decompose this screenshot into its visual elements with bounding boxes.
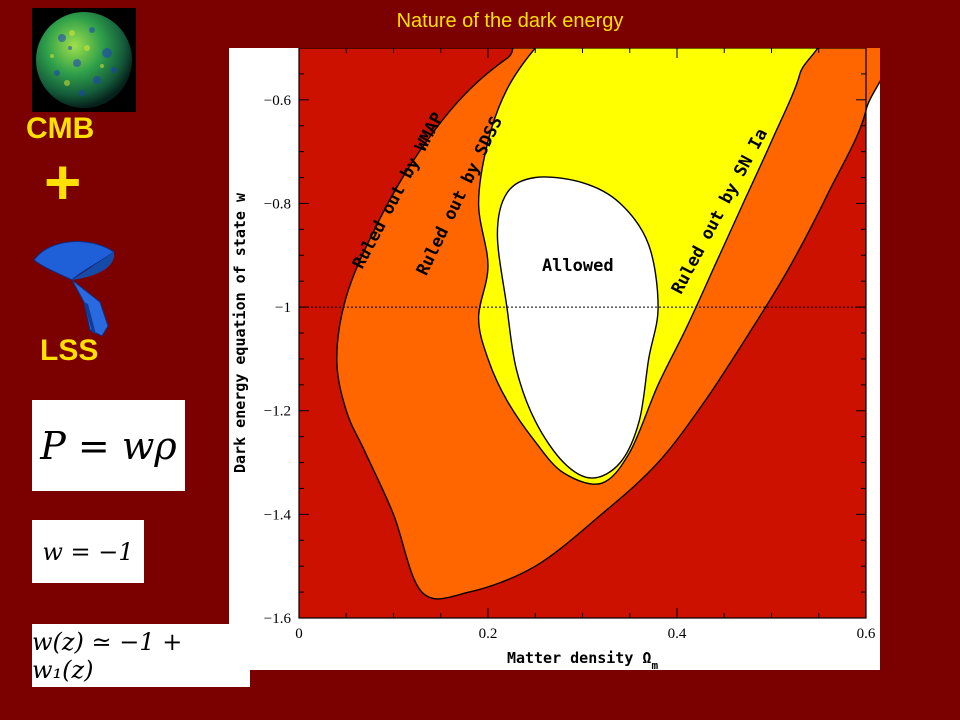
equation-w-minus-one: w = −1 bbox=[32, 520, 144, 583]
chart-svg: 0 0.2 0.4 0.6 −0.6 −0.8 −1 −1.2 −1.4 −1.6 Matter … bbox=[231, 48, 880, 670]
label-allowed: Allowed bbox=[542, 256, 614, 276]
cmb-globe-image bbox=[32, 8, 136, 112]
y-tick-label: −1.2 bbox=[264, 404, 291, 420]
lss-label: LSS bbox=[40, 334, 99, 367]
x-tick-label: 0.6 bbox=[857, 626, 876, 642]
x-axis-label: Matter density Ωm bbox=[507, 649, 659, 670]
dark-energy-constraint-plot: 0 0.2 0.4 0.6 −0.6 −0.8 −1 −1.2 −1.4 −1.6 Matter … bbox=[229, 48, 880, 670]
equation-pressure: P = wρ bbox=[32, 400, 185, 491]
y-tick-label: −1.6 bbox=[264, 611, 292, 627]
x-tick-label: 0.4 bbox=[668, 626, 687, 642]
x-axis-label-subscript: m bbox=[651, 659, 658, 670]
y-axis-label: Dark energy equation of state w bbox=[231, 192, 249, 473]
y-tick-label: −0.6 bbox=[264, 93, 292, 109]
y-tick-label: −0.8 bbox=[264, 196, 291, 212]
y-tick-label: −1 bbox=[275, 300, 291, 316]
y-tick-label: −1.4 bbox=[264, 507, 292, 523]
equation-w-of-z: w(z) ≃ −1 + w₁(z) bbox=[32, 624, 250, 687]
region-allowed bbox=[496, 176, 659, 479]
slide-title: Nature of the dark energy bbox=[396, 10, 624, 32]
x-tick-label: 0 bbox=[295, 626, 303, 642]
x-tick-label: 0.2 bbox=[479, 626, 498, 642]
lss-survey-cone-image bbox=[30, 232, 122, 342]
cmb-label: CMB bbox=[26, 112, 95, 145]
plus-sign: + bbox=[44, 146, 82, 218]
